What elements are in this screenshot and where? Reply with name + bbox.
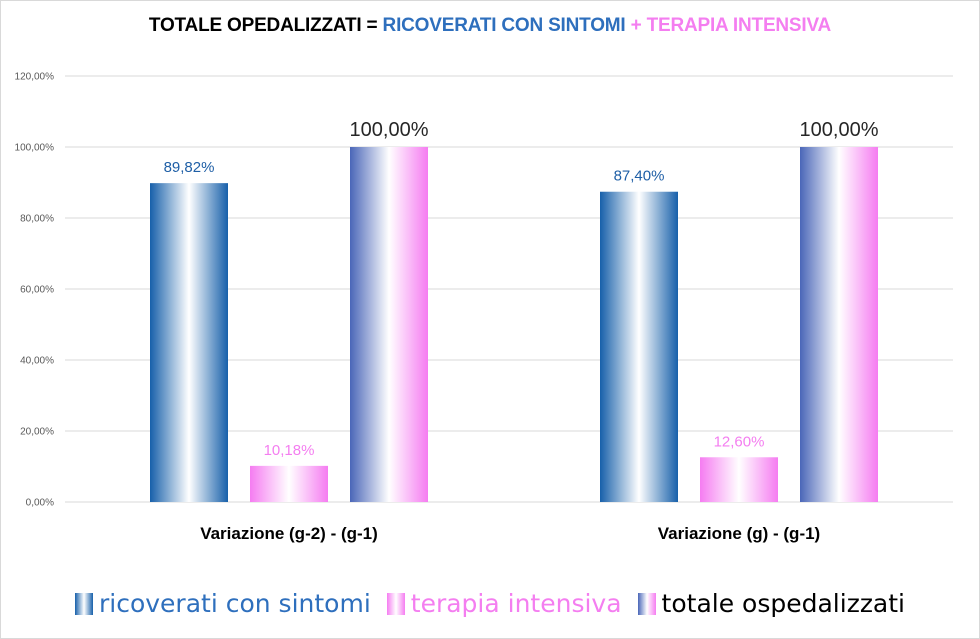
x-category-label: Variazione (g-2) - (g-1) [200, 524, 378, 543]
y-tick-label: 0,00% [26, 498, 54, 509]
bar-terapia [250, 465, 328, 502]
y-tick-label: 60,00% [20, 285, 54, 296]
data-label-totale: 100,00% [350, 119, 429, 141]
legend-swatch-terapia [386, 592, 405, 615]
data-label-totale: 100,00% [800, 119, 879, 141]
bar-totale [800, 147, 878, 502]
y-tick-label: 20,00% [20, 427, 54, 438]
legend-label-terapia: terapia intensiva [410, 589, 622, 618]
legend-swatch-ricoverati [74, 592, 93, 615]
title-part-terapia: + TERAPIA INTENSIVA [625, 15, 832, 36]
bar-terapia [700, 457, 778, 502]
y-tick-label: 100,00% [15, 143, 55, 154]
title-part-ricoverati: RICOVERATI CON SINTOMI [382, 15, 626, 36]
legend-label-totale: totale ospedalizzati [661, 589, 906, 618]
data-label-ricoverati: 89,82% [164, 159, 215, 176]
bar-ricoverati [150, 183, 228, 502]
y-tick-label: 120,00% [15, 72, 55, 83]
data-label-terapia: 10,18% [264, 442, 315, 459]
data-label-terapia: 12,60% [714, 433, 765, 450]
legend-item-totale: totale ospedalizzati [637, 589, 906, 618]
x-category-label: Variazione (g) - (g-1) [658, 524, 820, 543]
bar-ricoverati [600, 191, 678, 503]
legend: ricoverati con sintomi terapia intensiva… [1, 589, 979, 618]
legend-item-terapia: terapia intensiva [386, 589, 622, 618]
title-part-total: TOTALE OPEDALIZZATI = [148, 15, 383, 36]
legend-swatch-totale [637, 592, 656, 615]
y-tick-label: 80,00% [20, 214, 54, 225]
legend-item-ricoverati: ricoverati con sintomi [74, 589, 371, 618]
data-label-ricoverati: 87,40% [614, 168, 665, 185]
chart-title: TOTALE OPEDALIZZATI = RICOVERATI CON SIN… [1, 15, 979, 37]
bar-totale [350, 147, 428, 502]
y-tick-label: 40,00% [20, 356, 54, 367]
legend-label-ricoverati: ricoverati con sintomi [98, 589, 371, 618]
chart-plot: 0,00% 20,00% 40,00% 60,00% 80,00% 100,00% 120,… [15, 72, 953, 543]
